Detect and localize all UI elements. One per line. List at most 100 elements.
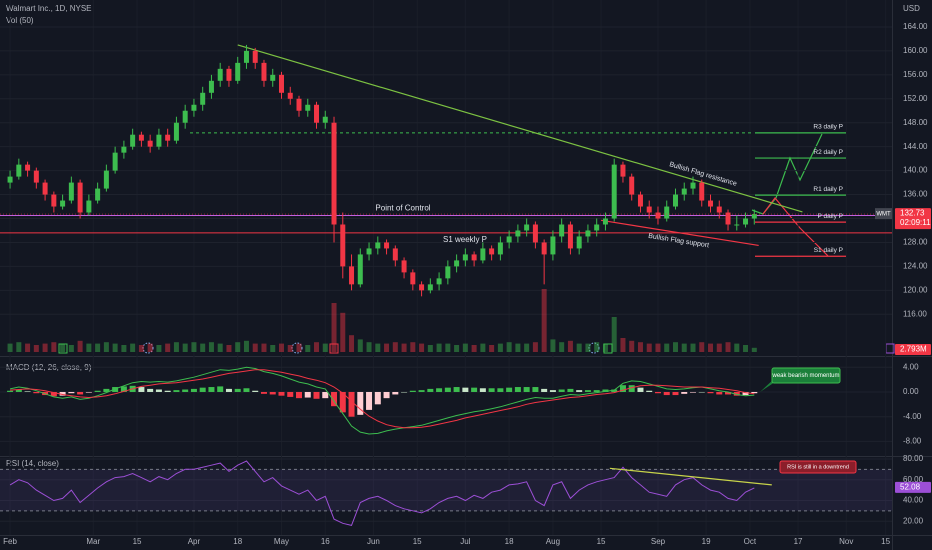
volume-bar <box>489 345 495 352</box>
candle-body <box>480 248 486 261</box>
candle-body <box>366 248 372 255</box>
macd-line <box>9 366 755 435</box>
candle-body <box>708 200 714 207</box>
macd-histogram-bar <box>190 388 197 392</box>
macd-histogram-bar <box>182 389 189 392</box>
candle-body <box>33 170 39 183</box>
volume-bar <box>366 342 372 352</box>
macd-histogram-bar <box>663 391 670 396</box>
candle-body <box>86 200 92 213</box>
candle-body <box>743 218 749 225</box>
candle-body <box>121 146 127 153</box>
x-tick-label: 15 <box>413 537 422 546</box>
volume-bar <box>16 342 22 352</box>
x-tick-label: Sep <box>651 537 666 546</box>
macd-histogram-bar <box>409 390 416 392</box>
candle-body <box>384 242 390 249</box>
macd-histogram-bar <box>77 391 84 395</box>
macd-histogram-bar <box>541 388 548 392</box>
candle-body <box>471 254 477 261</box>
candle-body <box>68 182 74 201</box>
volume-tag <box>895 344 931 355</box>
volume-bar <box>515 343 521 352</box>
volume-bar <box>51 342 57 352</box>
volume-bar <box>620 338 626 352</box>
volume-bar <box>699 342 705 352</box>
dividend-icon <box>588 342 600 354</box>
y-tick-label: 144.00 <box>903 142 928 151</box>
candle-body <box>410 272 416 285</box>
volume-bar <box>734 343 740 352</box>
x-tick-label: 15 <box>597 537 606 546</box>
rsi-band <box>0 469 892 511</box>
macd-histogram-bar <box>383 391 390 399</box>
macd-histogram-bar <box>33 391 40 394</box>
candle-body <box>436 278 442 285</box>
macd-histogram-bar <box>199 387 206 392</box>
volume-bar <box>655 343 661 352</box>
macd-histogram-bar <box>549 390 556 392</box>
candle-body <box>305 104 311 111</box>
volume-bar <box>138 345 144 352</box>
volume-bar <box>410 342 416 352</box>
x-tick-label: Apr <box>188 537 201 546</box>
macd-histogram-bar <box>164 390 171 392</box>
y-tick-label: 160.00 <box>903 46 928 55</box>
annotation: weak bearish momentum <box>771 373 839 379</box>
rsi-title: RSI (14, close) <box>6 459 59 468</box>
candle-body <box>751 214 757 219</box>
candle-body <box>138 134 144 141</box>
volume-bar <box>235 342 241 352</box>
macd-histogram-bar <box>453 387 460 392</box>
macd-histogram-bar <box>436 388 443 392</box>
y-tick-label: 60.00 <box>903 475 924 484</box>
volume-bar <box>497 343 503 352</box>
y-tick-label: 120.00 <box>903 285 928 294</box>
x-tick-label: 18 <box>505 537 514 546</box>
volume-bar <box>357 339 363 352</box>
candle-body <box>322 116 328 123</box>
volume-bar <box>25 343 31 352</box>
candle-body <box>524 224 530 231</box>
candle-body <box>681 188 687 195</box>
macd-histogram-bar <box>479 388 486 392</box>
candle-body <box>550 236 556 255</box>
earnings-icon <box>329 343 339 354</box>
y-tick-label: 140.00 <box>903 166 928 175</box>
volume-bar <box>349 335 355 352</box>
candle-body <box>506 236 512 243</box>
volume-bar <box>305 345 311 352</box>
candle-body <box>147 140 153 147</box>
macd-histogram-bar <box>278 391 285 396</box>
trendline <box>600 219 759 247</box>
rsi-line <box>9 460 755 526</box>
volume-bar <box>743 345 749 352</box>
ticker: WMT <box>876 212 891 218</box>
volume-bar <box>60 343 66 352</box>
macd-histogram-bar <box>322 391 329 399</box>
candle-body <box>672 194 678 207</box>
macd-histogram-bar <box>103 388 110 392</box>
macd-histogram-bar <box>120 386 127 392</box>
macd-histogram-bar <box>471 387 478 392</box>
macd-histogram-bar <box>716 391 723 395</box>
macd-histogram-bar <box>611 389 618 392</box>
volume-bar <box>165 343 171 352</box>
volume-bar <box>427 345 433 352</box>
candle-body <box>77 182 83 213</box>
macd-histogram-bar <box>654 391 661 394</box>
macd-histogram-bar <box>374 391 381 405</box>
macd-histogram-bar <box>576 390 583 392</box>
ticker-tag <box>875 208 892 220</box>
macd-histogram-bar <box>462 387 469 392</box>
macd-histogram-bar <box>225 388 232 392</box>
candle-body <box>217 68 223 81</box>
candle-body <box>489 248 495 255</box>
volume-bar <box>112 343 118 352</box>
volume-bar <box>226 345 232 352</box>
macd-line <box>10 369 755 429</box>
volume-bar <box>340 312 346 352</box>
candle-body <box>112 152 118 171</box>
x-tick-label: Feb <box>3 537 17 546</box>
macd-histogram-bar <box>593 390 600 392</box>
